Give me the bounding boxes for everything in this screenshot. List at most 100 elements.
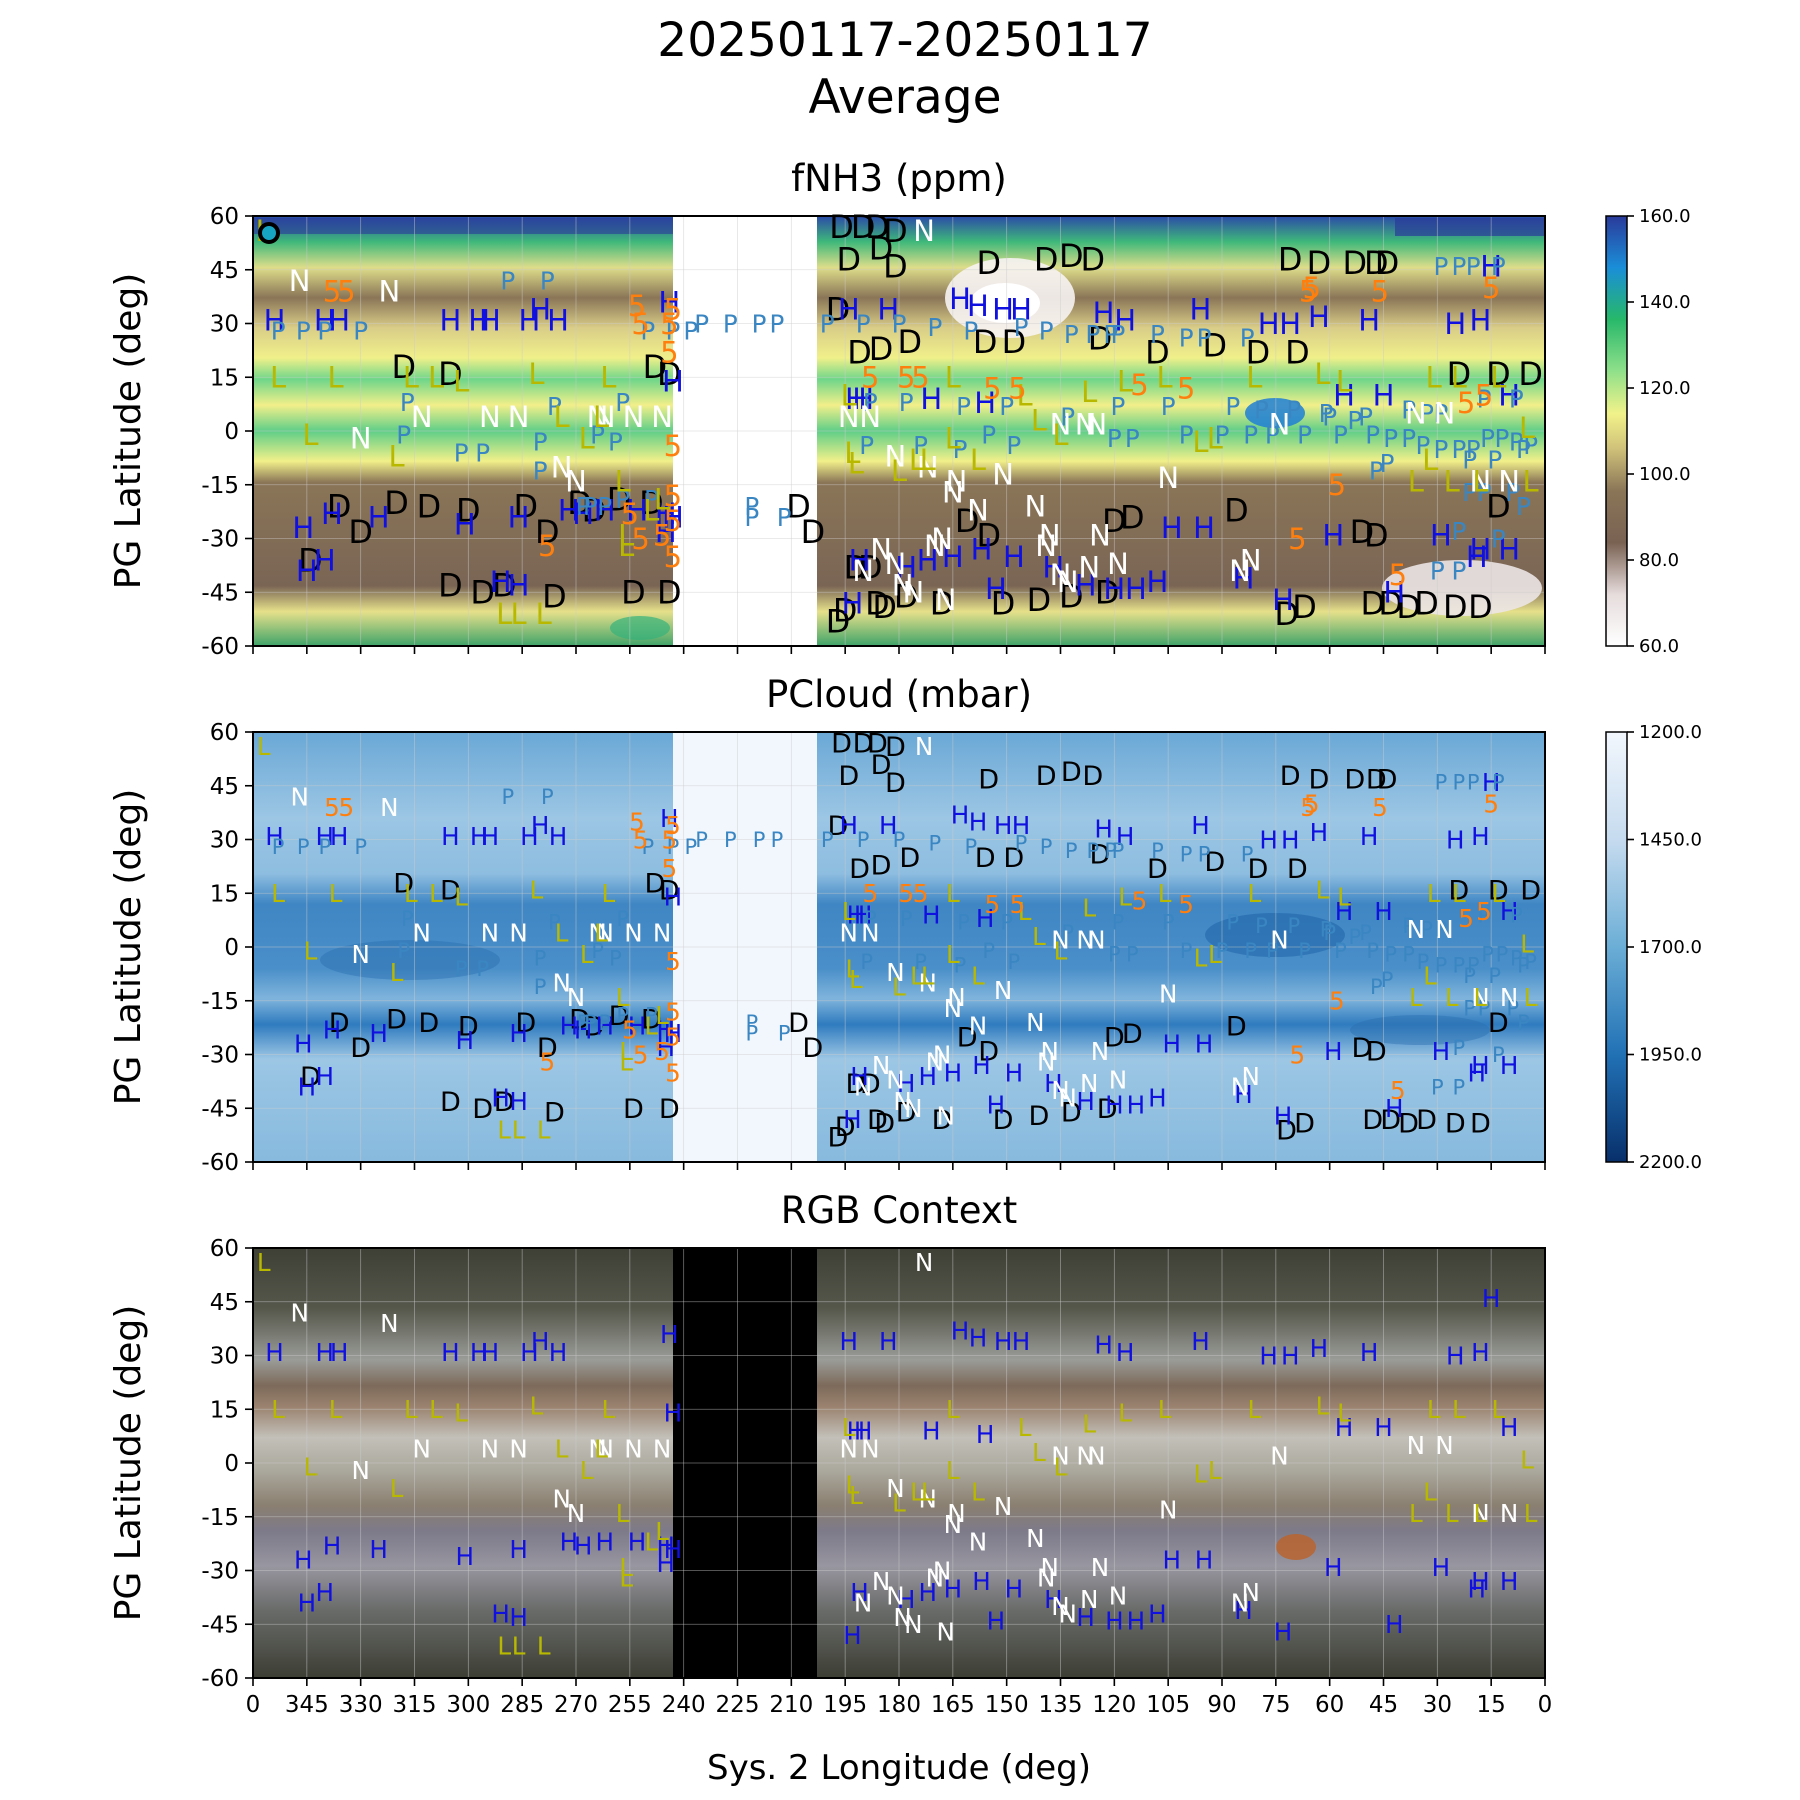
fnh3-feature-P: P	[540, 266, 555, 295]
pcloud-feature-D: D	[845, 1069, 866, 1100]
fnh3-feature-D: D	[1486, 488, 1511, 526]
fnh3-feature-H: H	[662, 364, 684, 398]
pcloud-feature-P: P	[1431, 1075, 1444, 1099]
rgb-feature-N: N	[915, 1248, 933, 1277]
fnh3-feature-H: H	[655, 497, 677, 531]
pcloud-feature-P: P	[982, 939, 995, 963]
pcloud-feature-H: H	[491, 1083, 510, 1112]
fnh3-feature-five: 5	[664, 293, 682, 327]
rgb-feature-L: L	[892, 1488, 906, 1517]
fnh3-feature-N: N	[379, 275, 401, 309]
rgb-feature-H: H	[628, 1528, 647, 1557]
rgb-feature-H: H	[1191, 1327, 1210, 1356]
fnh3-feature-P: P	[640, 317, 655, 346]
pcloud-feature-P: P	[1151, 839, 1164, 863]
rgb-feature-N: N	[919, 1485, 937, 1514]
pcloud-feature-D: D	[867, 729, 888, 760]
pcloud-feature-P: P	[695, 828, 708, 852]
rgb-feature-H: H	[1163, 1546, 1182, 1575]
pcloud-feature-five: 5	[984, 890, 1000, 919]
fnh3-feature-D: D	[1364, 516, 1389, 554]
pcloud-feature-H: H	[972, 1051, 991, 1080]
x-tick-label: 150	[985, 1692, 1029, 1718]
fnh3-feature-N: N	[838, 400, 860, 434]
rgb-feature-H: H	[1471, 1567, 1490, 1596]
fnh3-y-tick-label: -15	[201, 473, 239, 499]
pcloud-feature-P: P	[771, 828, 784, 852]
fnh3-colorbar-tick-label: 140.0	[1639, 292, 1691, 313]
fnh3-feature-five: 5	[337, 275, 355, 309]
fnh3-feature-D: D	[1081, 240, 1106, 278]
pcloud-feature-D: D	[978, 764, 999, 795]
fnh3-feature-H: H	[985, 572, 1007, 606]
pcloud-feature-P: P	[1492, 1043, 1505, 1067]
fnh3-feature-H: H	[1444, 307, 1466, 341]
fnh3-feature-H: H	[971, 533, 993, 567]
pcloud-feature-P: P	[1255, 914, 1268, 938]
fnh3-feature-P: P	[1516, 492, 1531, 521]
pcloud-feature-P: P	[1463, 964, 1476, 988]
pcloud-feature-L: L	[601, 879, 615, 908]
fnh3-feature-N: N	[852, 554, 874, 588]
pcloud-feature-H: H	[1005, 1058, 1024, 1087]
fnh3-feature-P: P	[1451, 435, 1466, 464]
pcloud-feature-five: 5	[1132, 886, 1148, 915]
fnh3-feature-D: D	[869, 330, 894, 368]
pcloud-feature-H: H	[847, 901, 866, 930]
x-tick-label: 60	[1315, 1692, 1344, 1718]
pcloud-feature-D: D	[860, 1069, 881, 1100]
pcloud-feature-H: H	[560, 1012, 579, 1041]
pcloud-feature-D: D	[1090, 840, 1111, 871]
rgb-feature-N: N	[596, 1435, 614, 1464]
rgb-feature-N: N	[1159, 1495, 1177, 1524]
fnh3-y-tick-label: -60	[201, 634, 239, 660]
rgb-feature-L: L	[619, 1564, 633, 1593]
pcloud-feature-L: L	[616, 983, 630, 1012]
pcloud-feature-P: P	[1061, 921, 1074, 945]
rgb-feature-H: H	[1195, 1546, 1214, 1575]
fnh3-feature-P: P	[1064, 320, 1079, 349]
pcloud-feature-P: P	[1112, 839, 1125, 863]
fnh3-feature-L: L	[1192, 425, 1208, 459]
x-tick-label: 255	[608, 1692, 652, 1718]
fnh3-colorbar-tick-label: 60.0	[1639, 636, 1679, 657]
rgb-feature-L: L	[1474, 1499, 1488, 1528]
rgb-feature-N: N	[893, 1603, 911, 1632]
rgb-feature-H: H	[520, 1338, 539, 1367]
pcloud-feature-H: H	[656, 1015, 675, 1044]
fnh3-feature-H: H	[895, 551, 917, 585]
fnh3-feature-H: H	[1498, 533, 1520, 567]
fnh3-feature-five: 5	[1008, 371, 1026, 405]
pcloud-yticks: 60 45 30 15 0 -15 -30 -45 -60	[201, 720, 253, 1176]
pcloud-feature-D: D	[386, 1004, 407, 1035]
pcloud-feature-D: D	[1097, 1094, 1118, 1125]
pcloud-feature-H: H	[481, 822, 500, 851]
rgb-feature-N: N	[886, 1581, 904, 1610]
pcloud-colorbar: 1200.0 1450.0 1700.0 1950.0 2200.0	[1605, 722, 1702, 1173]
pcloud-feature-H: H	[1076, 1087, 1095, 1116]
rgb-feature-N: N	[1041, 1553, 1059, 1582]
fnh3-feature-D: D	[865, 584, 890, 622]
pcloud-feature-H: H	[323, 1015, 342, 1044]
fnh3-feature-H: H	[1308, 300, 1330, 334]
fnh3-feature-N: N	[1498, 465, 1520, 499]
fnh3-feature-five: 5	[1130, 368, 1148, 402]
pcloud-feature-P: P	[1481, 943, 1494, 967]
pcloud-feature-L: L	[329, 879, 343, 908]
pcloud-colorbar-tick-label: 1200.0	[1639, 722, 1702, 743]
pcloud-feature-five: 5	[654, 1037, 670, 1066]
rgb-feature-H: H	[481, 1338, 500, 1367]
pcloud-feature-N: N	[481, 919, 499, 948]
pcloud-feature-P: P	[1370, 975, 1383, 999]
pcloud-feature-P: P	[1244, 939, 1257, 963]
pcloud-feature-H: H	[1044, 1069, 1063, 1098]
rgb-feature-N: N	[947, 1499, 965, 1528]
fnh3-feature-L: L	[528, 357, 544, 391]
fnh3-feature-D: D	[991, 584, 1016, 622]
pcloud-feature-five: 5	[338, 793, 354, 822]
pcloud-feature-L: L	[619, 1037, 633, 1066]
fnh3-feature-H: H	[1193, 511, 1215, 545]
pcloud-feature-P: P	[1112, 910, 1125, 934]
rgb-feature-L: L	[849, 1481, 863, 1510]
